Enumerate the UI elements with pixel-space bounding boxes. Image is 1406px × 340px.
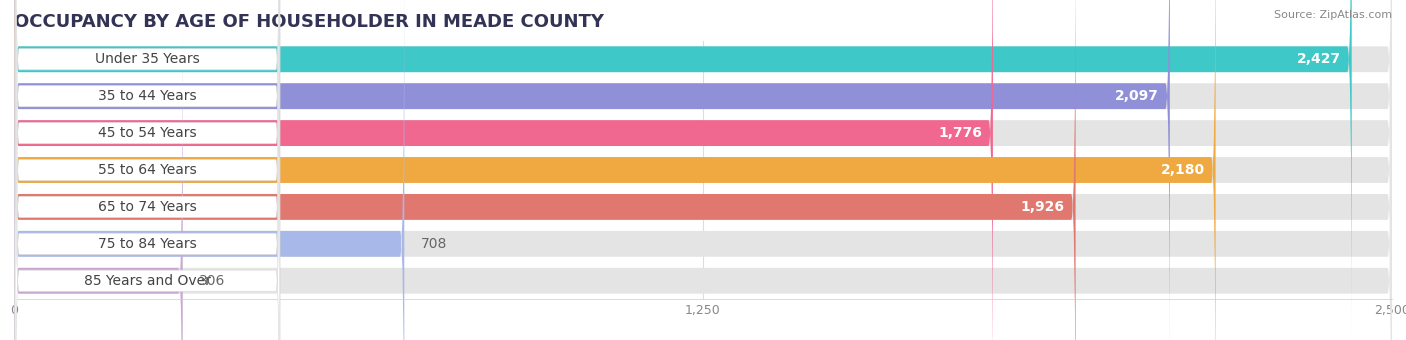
Text: 55 to 64 Years: 55 to 64 Years <box>98 163 197 177</box>
FancyBboxPatch shape <box>14 0 1076 340</box>
Text: 85 Years and Over: 85 Years and Over <box>84 274 211 288</box>
FancyBboxPatch shape <box>14 0 1216 340</box>
Text: 2,097: 2,097 <box>1115 89 1159 103</box>
FancyBboxPatch shape <box>14 0 1392 340</box>
FancyBboxPatch shape <box>14 0 1392 340</box>
FancyBboxPatch shape <box>14 0 1170 340</box>
FancyBboxPatch shape <box>14 0 1351 340</box>
Text: 35 to 44 Years: 35 to 44 Years <box>98 89 197 103</box>
FancyBboxPatch shape <box>14 0 1392 340</box>
FancyBboxPatch shape <box>14 0 405 340</box>
FancyBboxPatch shape <box>15 0 280 340</box>
FancyBboxPatch shape <box>14 0 1392 340</box>
FancyBboxPatch shape <box>14 0 183 340</box>
FancyBboxPatch shape <box>15 33 280 340</box>
FancyBboxPatch shape <box>14 0 993 340</box>
Text: 2,427: 2,427 <box>1296 52 1341 66</box>
Text: Under 35 Years: Under 35 Years <box>96 52 200 66</box>
FancyBboxPatch shape <box>15 0 280 307</box>
Text: 1,776: 1,776 <box>938 126 981 140</box>
Text: 1,926: 1,926 <box>1021 200 1064 214</box>
FancyBboxPatch shape <box>15 0 280 340</box>
FancyBboxPatch shape <box>14 0 1392 340</box>
Text: OCCUPANCY BY AGE OF HOUSEHOLDER IN MEADE COUNTY: OCCUPANCY BY AGE OF HOUSEHOLDER IN MEADE… <box>14 13 605 31</box>
FancyBboxPatch shape <box>14 0 1392 340</box>
Text: 45 to 54 Years: 45 to 54 Years <box>98 126 197 140</box>
FancyBboxPatch shape <box>14 0 1392 340</box>
Text: 75 to 84 Years: 75 to 84 Years <box>98 237 197 251</box>
Text: 306: 306 <box>200 274 225 288</box>
FancyBboxPatch shape <box>15 0 280 340</box>
Text: Source: ZipAtlas.com: Source: ZipAtlas.com <box>1274 10 1392 20</box>
FancyBboxPatch shape <box>15 0 280 340</box>
Text: 708: 708 <box>420 237 447 251</box>
Text: 65 to 74 Years: 65 to 74 Years <box>98 200 197 214</box>
FancyBboxPatch shape <box>15 0 280 340</box>
Text: 2,180: 2,180 <box>1160 163 1205 177</box>
